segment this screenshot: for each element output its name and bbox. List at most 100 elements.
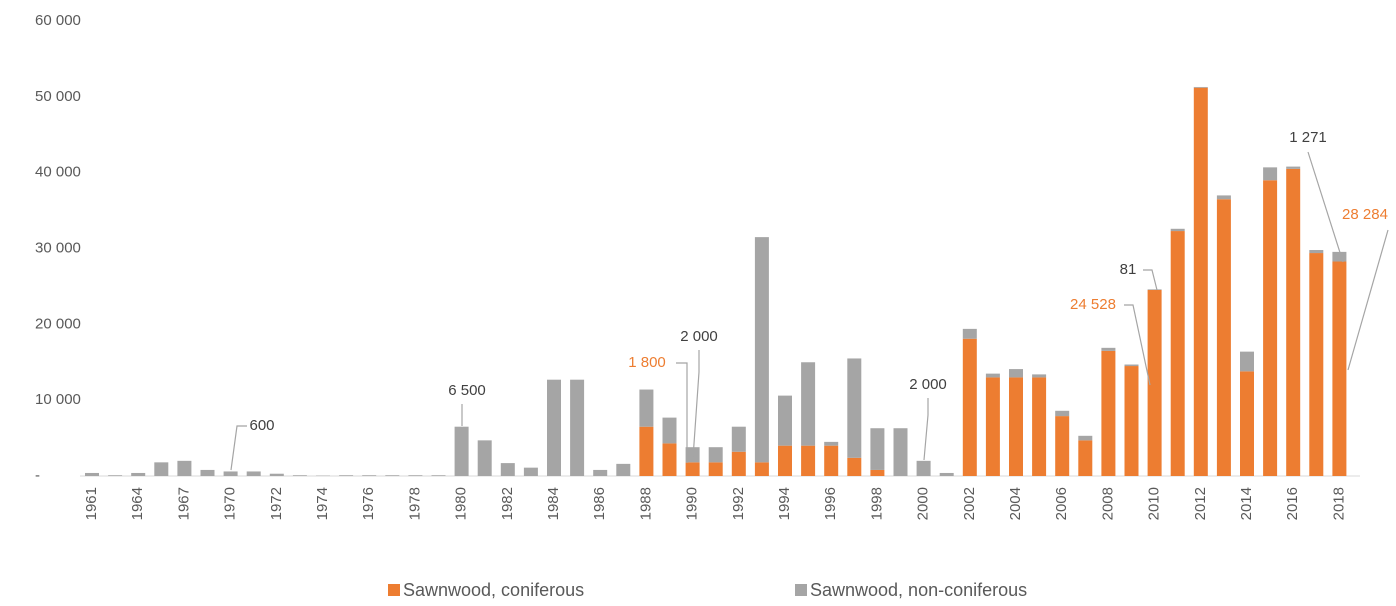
bar <box>639 426 654 476</box>
bar <box>731 451 746 476</box>
bar <box>570 379 585 476</box>
data-label: 81 <box>1120 261 1137 278</box>
x-tick-label: 2018 <box>1330 487 1347 520</box>
bar <box>1286 168 1301 476</box>
legend-label: Sawnwood, non-coniferous <box>810 580 1027 600</box>
data-label: 2 000 <box>909 376 947 393</box>
bar <box>685 462 700 476</box>
bar <box>939 472 954 476</box>
bar <box>916 460 931 476</box>
bar <box>477 440 492 476</box>
leader-line <box>230 425 247 471</box>
bar <box>1263 167 1278 181</box>
bar <box>847 358 862 458</box>
bar <box>408 475 423 476</box>
bar <box>500 463 515 476</box>
bar <box>754 462 769 476</box>
bar <box>1009 369 1023 378</box>
bar <box>870 428 885 470</box>
x-tick-label: 1978 <box>406 487 423 520</box>
leader-line <box>1307 151 1344 263</box>
bar <box>131 472 146 476</box>
bar <box>754 237 769 463</box>
leader-line <box>923 398 929 461</box>
bar <box>639 389 654 427</box>
bar <box>362 475 377 476</box>
bar <box>1124 364 1139 367</box>
bar <box>1078 440 1093 476</box>
x-tick-label: 2010 <box>1146 487 1163 520</box>
bar <box>1055 416 1070 476</box>
bar <box>1286 166 1301 169</box>
bar <box>1240 371 1254 476</box>
bar <box>292 475 307 476</box>
bar <box>1263 180 1278 476</box>
y-tick-label: 50 000 <box>35 88 81 105</box>
x-tick-label: 1990 <box>684 487 701 520</box>
bar <box>1032 377 1047 476</box>
y-tick-label: - <box>35 467 40 484</box>
bar <box>708 447 723 463</box>
x-tick-label: 1984 <box>545 487 562 520</box>
bar <box>962 338 977 476</box>
data-label: 6 500 <box>448 382 486 399</box>
bar <box>1078 435 1093 441</box>
x-tick-label: 1972 <box>268 487 285 520</box>
bar <box>108 475 123 476</box>
leader-line <box>1347 229 1389 371</box>
y-tick-label: 30 000 <box>35 239 81 256</box>
bar <box>662 417 677 444</box>
bar <box>1170 228 1185 232</box>
x-tick-label: 1964 <box>129 487 146 520</box>
leader-line <box>692 350 700 459</box>
x-tick-label: 1976 <box>360 487 377 520</box>
x-tick-label: 2006 <box>1053 487 1070 520</box>
bar <box>385 475 400 476</box>
bar <box>778 445 792 476</box>
x-tick-label: 1986 <box>591 487 608 520</box>
bar <box>1332 251 1347 262</box>
bar <box>824 441 839 446</box>
bar <box>962 328 977 339</box>
leader-line <box>676 362 688 463</box>
bar <box>985 373 1000 378</box>
x-tick-label: 1974 <box>314 487 331 520</box>
bar <box>154 462 169 476</box>
x-tick-label: 1988 <box>637 487 654 520</box>
x-tick-label: 1998 <box>868 487 885 520</box>
legend-swatch <box>388 584 400 596</box>
bar <box>85 472 99 476</box>
bar <box>1170 231 1185 476</box>
data-label: 2 000 <box>680 328 718 345</box>
y-tick-label: 20 000 <box>35 315 81 332</box>
y-tick-label: 40 000 <box>35 164 81 181</box>
bar <box>685 447 700 463</box>
data-label: 24 528 <box>1070 296 1116 313</box>
bar <box>893 428 908 476</box>
legend-label: Sawnwood, coniferous <box>403 580 584 600</box>
bar <box>824 445 839 476</box>
x-tick-label: 2008 <box>1099 487 1116 520</box>
bar <box>246 471 261 476</box>
bar <box>1009 377 1023 476</box>
bar <box>200 469 215 476</box>
bar <box>1332 261 1347 476</box>
bar <box>523 467 538 476</box>
bar <box>269 473 284 476</box>
bar <box>1101 347 1116 351</box>
bar <box>1309 250 1324 254</box>
bar <box>431 475 446 476</box>
x-tick-label: 1992 <box>730 487 747 520</box>
bar <box>801 445 816 476</box>
bar <box>1309 253 1324 476</box>
x-tick-label: 2002 <box>961 487 978 520</box>
bar <box>1147 289 1162 476</box>
bar <box>1240 351 1254 372</box>
x-tick-label: 1961 <box>83 487 100 520</box>
bar <box>177 460 192 476</box>
bar <box>801 362 816 446</box>
x-tick-label: 2004 <box>1007 487 1024 520</box>
x-tick-label: 1996 <box>822 487 839 520</box>
legend-swatch <box>795 584 807 596</box>
